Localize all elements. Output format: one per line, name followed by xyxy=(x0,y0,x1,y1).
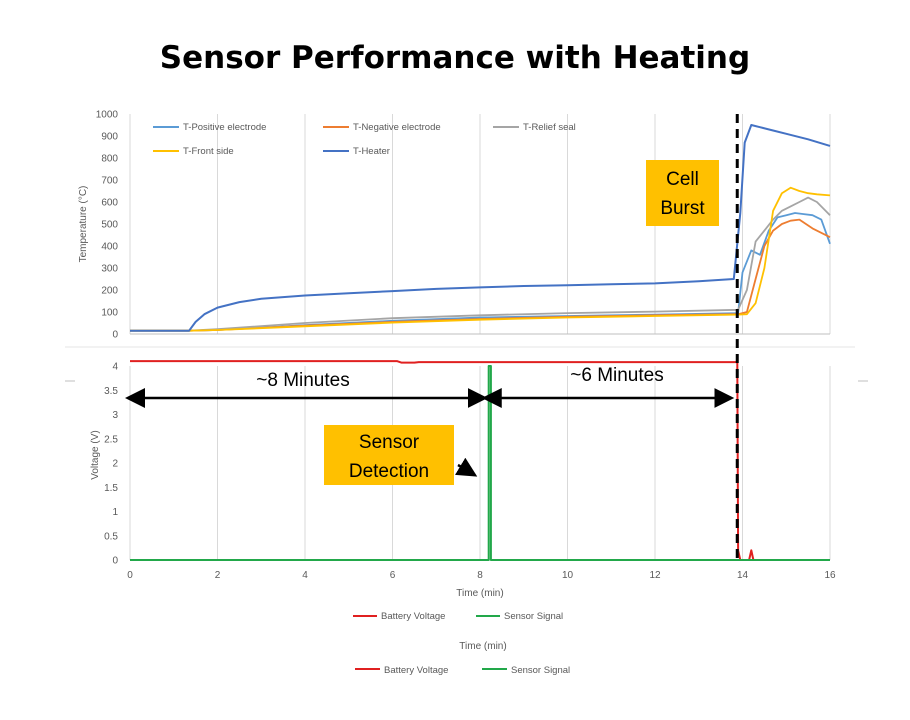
sensor-detection-label-1: Sensor xyxy=(359,432,420,453)
temperature-tick-label: 700 xyxy=(101,176,118,187)
temperature-tick-label: 200 xyxy=(101,286,118,297)
temperature-tick-label: 1000 xyxy=(96,110,119,121)
interval-label-1: ~8 Minutes xyxy=(256,370,349,391)
temperature-tick-label: 800 xyxy=(101,154,118,165)
voltage-tick-label: 1 xyxy=(112,507,118,518)
temperature-tick-label: 300 xyxy=(101,264,118,275)
x-tick-label: 14 xyxy=(737,570,749,581)
series-line-sensor xyxy=(130,365,830,561)
legend-entry-sensor: Sensor Signal xyxy=(504,611,563,622)
voltage-tick-label: 2.5 xyxy=(104,434,118,445)
legend-entry: T-Front side xyxy=(183,146,234,157)
legend-entry: T-Heater xyxy=(353,146,390,157)
voltage-axis-title: Voltage (V) xyxy=(90,430,101,479)
x-tick-label: 8 xyxy=(477,570,483,581)
temperature-tick-label: 600 xyxy=(101,198,118,209)
x-tick-label: 2 xyxy=(215,570,221,581)
x-tick-label: 0 xyxy=(127,570,133,581)
series-line-t-heater xyxy=(130,124,831,332)
temperature-tick-label: 0 xyxy=(112,330,118,341)
x-tick-label: 4 xyxy=(302,570,308,581)
temperature-axis-title: Temperature (°C) xyxy=(78,186,89,263)
cell-burst-label-1: Cell xyxy=(666,169,699,190)
outer-x-axis-title: Time (min) xyxy=(459,641,506,652)
legend-entry: T-Positive electrode xyxy=(183,122,266,133)
voltage-tick-label: 3.5 xyxy=(104,386,118,397)
x-tick-label: 16 xyxy=(824,570,836,581)
annotations-layer: Cell Burst Sensor Detection ~8 Minutes ~6 Min… xyxy=(125,114,739,560)
voltage-tick-label: 1.5 xyxy=(104,483,118,494)
outer-legend-battery: Battery Voltage xyxy=(384,665,448,676)
sensor-detection-label-2: Detection xyxy=(349,461,429,482)
interval-label-2: ~6 Minutes xyxy=(570,365,663,386)
voltage-tick-label: 2 xyxy=(112,459,118,470)
temperature-tick-label: 400 xyxy=(101,242,118,253)
temperature-tick-label: 900 xyxy=(101,132,118,143)
sensor-detection-pointer xyxy=(454,457,478,477)
outer-legend-sensor: Sensor Signal xyxy=(511,665,570,676)
voltage-tick-label: 0.5 xyxy=(104,531,118,542)
temperature-tick-label: 500 xyxy=(101,220,118,231)
x-tick-label: 12 xyxy=(649,570,661,581)
series-line-t-relief-seal xyxy=(130,196,831,332)
temperature-chart: 0 100 200 300 400 500 600 700 800 900 1000 Temperat… xyxy=(65,110,868,382)
voltage-x-axis-title: Time (min) xyxy=(456,588,503,599)
cell-burst-callout xyxy=(646,160,719,226)
voltage-tick-label: 3 xyxy=(112,410,118,421)
voltage-tick-label: 4 xyxy=(112,362,118,373)
legend-entry: T-Negative electrode xyxy=(353,122,441,133)
series-line-t-front-side xyxy=(130,186,831,332)
page-title: Sensor Performance with Heating xyxy=(159,40,751,76)
voltage-tick-label: 0 xyxy=(112,556,118,567)
sensor-detection-callout xyxy=(324,425,454,485)
legend-entry-battery: Battery Voltage xyxy=(381,611,445,622)
x-tick-label: 6 xyxy=(390,570,396,581)
legend-entry: T-Relief seal xyxy=(523,122,576,133)
x-tick-label: 10 xyxy=(562,570,574,581)
cell-burst-label-2: Burst xyxy=(660,198,705,219)
temperature-tick-label: 100 xyxy=(101,308,118,319)
voltage-chart: 0 2 4 6 8 10 12 14 16 0 0.5 1 1.5 2 2.5 3 3.5 4 Voltage (V… xyxy=(90,360,836,676)
